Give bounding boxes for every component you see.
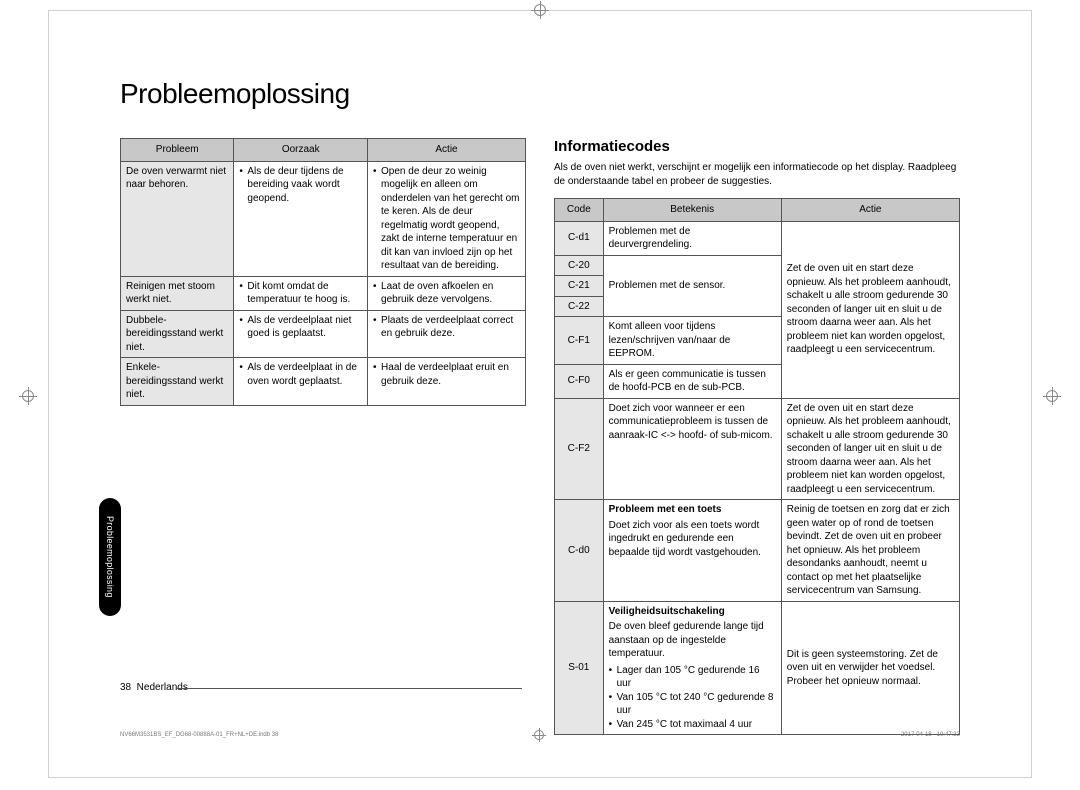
cell-action: Laat de oven afkoelen en gebruik deze ve… bbox=[368, 276, 526, 310]
registration-mark-icon bbox=[1046, 390, 1058, 402]
meaning-body: De oven bleef gedurende lange tijd aanst… bbox=[609, 621, 764, 659]
list-item: Open de deur zo weinig mogelijk en allee… bbox=[373, 165, 520, 273]
table-row: S-01 Veiligheidsuitschakeling De oven bl… bbox=[555, 601, 960, 735]
list-item: Als de verdeelplaat in de oven wordt gep… bbox=[239, 361, 362, 388]
section-intro: Als de oven niet werkt, verschijnt er mo… bbox=[554, 161, 960, 188]
cell-cause: Als de verdeelplaat in de oven wordt gep… bbox=[234, 358, 368, 406]
footer-timestamp: 2017-04-18 10:47:33 bbox=[901, 732, 960, 738]
cell-code: C-22 bbox=[555, 296, 604, 317]
cell-code: C-21 bbox=[555, 276, 604, 297]
table-row: C-F2 Doet zich voor wanneer er een commu… bbox=[555, 398, 960, 500]
table-row: C-d1 Problemen met de deurvergrendeling.… bbox=[555, 221, 960, 255]
cell-action: Reinig de toetsen en zorg dat er zich ge… bbox=[781, 500, 959, 602]
list-item: Lager dan 105 °C gedurende 16 uur bbox=[609, 664, 776, 691]
cell-code: C-d1 bbox=[555, 221, 604, 255]
cell-code: C-F2 bbox=[555, 398, 604, 500]
cell-meaning: Doet zich voor wanneer er een communicat… bbox=[603, 398, 781, 500]
list-item: Van 105 °C tot 240 °C gedurende 8 uur bbox=[609, 691, 776, 718]
meaning-title: Veiligheidsuitschakeling bbox=[609, 605, 776, 619]
cell-problem: Enkele-bereidingsstand werkt niet. bbox=[121, 358, 234, 406]
cell-meaning: Problemen met de deurvergrendeling. bbox=[603, 221, 781, 255]
page-title: Probleemoplossing bbox=[120, 78, 960, 110]
footer-filename: NV66M3531BS_EF_DG68-00888A-01_FR+NL+DE.i… bbox=[120, 732, 278, 738]
th-action: Actie bbox=[368, 139, 526, 162]
cell-cause: Als de deur tijdens de bereiding vaak wo… bbox=[234, 161, 368, 276]
list-item: Van 245 °C tot maximaal 4 uur bbox=[609, 718, 776, 732]
cell-action: Zet de oven uit en start deze opnieuw. A… bbox=[781, 398, 959, 500]
right-column: Informatiecodes Als de oven niet werkt, … bbox=[554, 138, 960, 735]
meaning-title: Probleem met een toets bbox=[609, 503, 776, 517]
table-row: C-d0 Probleem met een toets Doet zich vo… bbox=[555, 500, 960, 602]
cell-code: C-20 bbox=[555, 255, 604, 276]
page-content: Probleemoplossing Probleem Oorzaak Actie… bbox=[120, 78, 960, 735]
cell-action: Plaats de verdeelplaat correct en gebrui… bbox=[368, 310, 526, 358]
section-subhead: Informatiecodes bbox=[554, 138, 960, 155]
cell-cause: Dit komt omdat de temperatuur te hoog is… bbox=[234, 276, 368, 310]
cell-cause: Als de verdeelplaat niet goed is geplaat… bbox=[234, 310, 368, 358]
meaning-body: Doet zich voor als een toets wordt inged… bbox=[609, 520, 761, 558]
cell-problem: Dubbele-bereidingsstand werkt niet. bbox=[121, 310, 234, 358]
cell-meaning: Probleem met een toets Doet zich voor al… bbox=[603, 500, 781, 602]
cell-code: C-F0 bbox=[555, 364, 604, 398]
th-problem: Probleem bbox=[121, 139, 234, 162]
cell-action: Dit is geen systeemstoring. Zet de oven … bbox=[781, 601, 959, 735]
left-column: Probleem Oorzaak Actie De oven verwarmt … bbox=[120, 138, 526, 406]
cell-action: Open de deur zo weinig mogelijk en allee… bbox=[368, 161, 526, 276]
list-item: Als de verdeelplaat niet goed is geplaat… bbox=[239, 314, 362, 341]
list-item: Haal de verdeelplaat eruit en gebruik de… bbox=[373, 361, 520, 388]
table-row: Reinigen met stoom werkt niet. Dit komt … bbox=[121, 276, 526, 310]
side-tab-label: Probleemoplossing bbox=[99, 498, 121, 616]
list-item: Als de deur tijdens de bereiding vaak wo… bbox=[239, 165, 362, 206]
th-code: Code bbox=[555, 199, 604, 222]
th-meaning: Betekenis bbox=[603, 199, 781, 222]
list-item: Laat de oven afkoelen en gebruik deze ve… bbox=[373, 280, 520, 307]
cell-code: C-d0 bbox=[555, 500, 604, 602]
th-action: Actie bbox=[781, 199, 959, 222]
cell-meaning: Veiligheidsuitschakeling De oven bleef g… bbox=[603, 601, 781, 735]
cell-code: C-F1 bbox=[555, 317, 604, 365]
table-row: Dubbele-bereidingsstand werkt niet. Als … bbox=[121, 310, 526, 358]
code-table: Code Betekenis Actie C-d1 Problemen met … bbox=[554, 198, 960, 735]
table-row: Enkele-bereidingsstand werkt niet. Als d… bbox=[121, 358, 526, 406]
registration-mark-icon bbox=[22, 390, 34, 402]
cell-meaning: Als er geen communicatie is tussen de ho… bbox=[603, 364, 781, 398]
cell-action: Haal de verdeelplaat eruit en gebruik de… bbox=[368, 358, 526, 406]
troubleshooting-table: Probleem Oorzaak Actie De oven verwarmt … bbox=[120, 138, 526, 406]
cell-problem: Reinigen met stoom werkt niet. bbox=[121, 276, 234, 310]
list-item: Dit komt omdat de temperatuur te hoog is… bbox=[239, 280, 362, 307]
cell-code: S-01 bbox=[555, 601, 604, 735]
registration-mark-icon bbox=[534, 4, 546, 16]
cell-meaning: Komt alleen voor tijdens lezen/schrijven… bbox=[603, 317, 781, 365]
th-cause: Oorzaak bbox=[234, 139, 368, 162]
cell-problem: De oven verwarmt niet naar behoren. bbox=[121, 161, 234, 276]
list-item: Plaats de verdeelplaat correct en gebrui… bbox=[373, 314, 520, 341]
table-row: De oven verwarmt niet naar behoren. Als … bbox=[121, 161, 526, 276]
footer-rule bbox=[176, 688, 522, 689]
cell-meaning: Problemen met de sensor. bbox=[603, 255, 781, 317]
cell-action: Zet de oven uit en start deze opnieuw. A… bbox=[781, 221, 959, 398]
